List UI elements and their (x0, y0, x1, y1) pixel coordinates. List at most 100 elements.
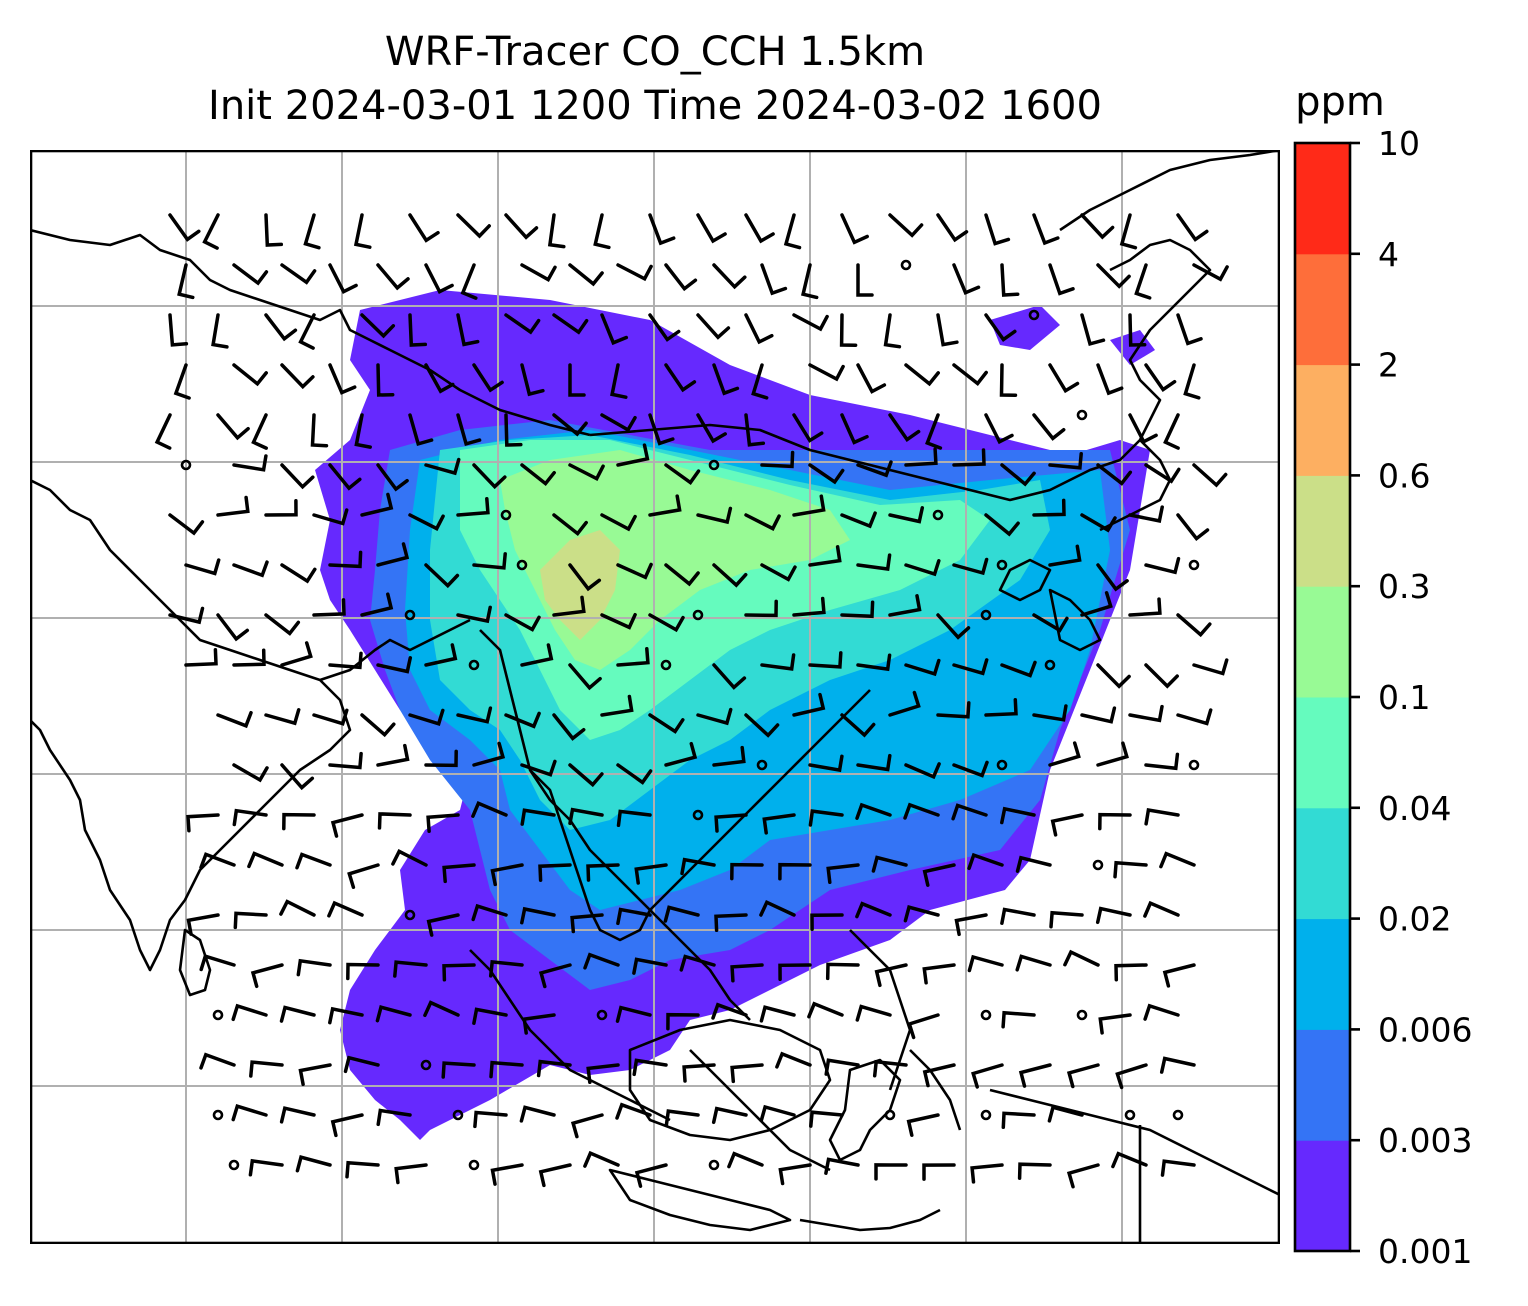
wind-barb (936, 701, 971, 719)
wind-barb (1063, 949, 1100, 967)
wind-barb (807, 1001, 844, 1019)
wind-barb (168, 513, 205, 536)
colorbar-block-5 (1295, 586, 1350, 698)
wind-barb (714, 913, 748, 933)
wind-barb (1000, 263, 1020, 297)
wind-barb (280, 563, 317, 584)
wind-barb (616, 562, 653, 580)
wind-barb (1144, 752, 1180, 771)
colorbar-block-6 (1295, 475, 1350, 587)
wind-barb (251, 413, 268, 450)
wind-barb (778, 963, 812, 982)
wind-barb (1143, 900, 1180, 918)
colorbar: ppm 0.001 0.003 0.006 0.02 0.04 0.1 0.3 0.6 2 4 10 (1293, 85, 1472, 1271)
wind-barb (952, 448, 986, 467)
wind-barb (1001, 1010, 1036, 1029)
wind-barb (298, 313, 316, 350)
wind-barb (616, 443, 650, 467)
wind-barb (202, 213, 220, 250)
wind-barb (872, 1059, 908, 1078)
wind-barb (682, 1063, 716, 1083)
wind-barbs (154, 213, 1229, 1189)
wind-barb (616, 907, 652, 926)
wind-barb (664, 263, 698, 292)
wind-barb (696, 506, 733, 525)
wind-barb (264, 499, 298, 517)
wind-barb (303, 213, 321, 250)
colorbar-unit-label: ppm (1295, 85, 1385, 125)
wind-barb (808, 363, 845, 382)
coast-korea-japan (998, 439, 1172, 652)
wind-barb (247, 851, 284, 869)
wind-barb (232, 763, 269, 783)
colorbar-block-3 (1295, 807, 1350, 920)
wind-barb (904, 559, 941, 577)
wind-barb (783, 213, 802, 250)
wind-barb (952, 363, 988, 386)
wind-barb (472, 463, 507, 490)
calm-wind-marker (692, 609, 704, 621)
wind-barb (184, 648, 218, 667)
wind-barb (855, 901, 892, 919)
wind-barb (583, 952, 620, 970)
wind-barb (231, 1104, 268, 1122)
wind-barb (328, 363, 357, 395)
wind-barb (907, 1013, 940, 1040)
calm-wind-marker (212, 1109, 224, 1121)
wind-barb (231, 1003, 268, 1022)
tracer-blob-ne (990, 305, 1060, 350)
wind-barb (570, 913, 604, 934)
wind-barb (504, 213, 539, 240)
wind-barb (615, 1102, 652, 1120)
wind-barb (925, 413, 943, 450)
wind-barb (1144, 807, 1180, 826)
wind-barb (984, 413, 1014, 445)
wind-barb (824, 1058, 860, 1076)
wind-barb (727, 1151, 764, 1169)
wind-barb (600, 413, 637, 433)
wind-barb (1032, 613, 1069, 633)
wind-barb (345, 1160, 380, 1179)
wind-barb (173, 363, 191, 400)
wind-barb (840, 213, 869, 245)
calm-wind-marker (900, 259, 912, 271)
wind-barb (1128, 597, 1162, 617)
wind-barb (312, 708, 349, 726)
calm-wind-marker (516, 559, 528, 571)
colorbar-tick-label: 10 (1378, 124, 1420, 163)
wind-barb (1176, 513, 1210, 542)
wind-barb (1192, 658, 1229, 676)
wind-barb (328, 550, 363, 569)
wind-barb (730, 1063, 764, 1084)
colorbar-block-0 (1295, 1140, 1350, 1252)
map-frame (30, 150, 1280, 1244)
wind-barb (874, 963, 908, 988)
wind-barb (936, 613, 971, 640)
wind-barb (552, 413, 588, 437)
wind-barb (1176, 213, 1209, 242)
wind-barb (312, 508, 349, 526)
wind-barb (408, 513, 445, 531)
wind-barb (744, 713, 780, 738)
wind-barb (888, 690, 921, 717)
colorbar-frame (1293, 141, 1352, 1253)
wind-barb (808, 809, 844, 827)
colorbar-tick-label: 2 (1378, 346, 1399, 385)
wind-barb (472, 741, 506, 767)
wind-barb (593, 213, 611, 250)
wind-barb (730, 963, 764, 983)
wind-barb (552, 595, 586, 617)
wind-barb (616, 646, 650, 667)
colorbar-block-7 (1295, 364, 1350, 476)
wind-barb (792, 692, 826, 717)
wind-barb (264, 213, 284, 247)
calm-wind-marker (404, 609, 416, 621)
wind-barb (952, 658, 989, 676)
calm-wind-marker (212, 1009, 224, 1021)
colorbar-tick-label: 0.003 (1378, 1121, 1472, 1160)
wind-barb (856, 753, 892, 772)
wind-barb (346, 962, 380, 981)
wind-barb (199, 954, 236, 972)
wind-barb (984, 213, 1011, 246)
coast-java (608, 1168, 792, 1232)
